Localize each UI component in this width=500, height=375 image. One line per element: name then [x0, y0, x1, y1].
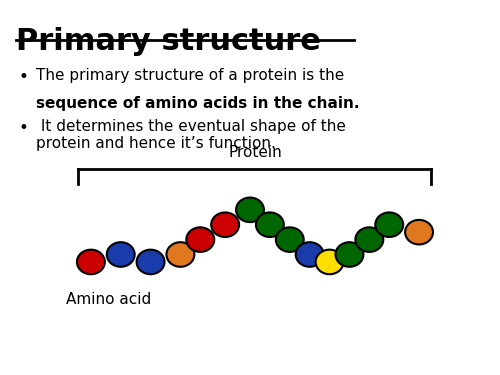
Ellipse shape: [166, 242, 194, 267]
Ellipse shape: [107, 242, 134, 267]
Text: •: •: [19, 118, 28, 136]
Ellipse shape: [316, 250, 344, 274]
Ellipse shape: [136, 250, 164, 274]
Ellipse shape: [296, 242, 324, 267]
Text: It determines the eventual shape of the
protein and hence it’s function.: It determines the eventual shape of the …: [36, 118, 346, 151]
Ellipse shape: [276, 227, 303, 252]
Text: Amino acid: Amino acid: [66, 292, 152, 307]
Ellipse shape: [336, 242, 363, 267]
Ellipse shape: [77, 250, 105, 274]
Text: •: •: [19, 68, 28, 86]
Text: sequence of amino acids in the chain.: sequence of amino acids in the chain.: [36, 96, 360, 111]
Ellipse shape: [186, 227, 214, 252]
Text: The primary structure of a protein is the: The primary structure of a protein is th…: [36, 68, 344, 83]
Ellipse shape: [376, 213, 403, 237]
Ellipse shape: [211, 213, 239, 237]
Ellipse shape: [236, 198, 264, 222]
Text: Protein: Protein: [228, 145, 282, 160]
Ellipse shape: [256, 213, 284, 237]
Ellipse shape: [405, 220, 433, 245]
Ellipse shape: [356, 227, 384, 252]
Text: Primary structure: Primary structure: [16, 27, 321, 57]
